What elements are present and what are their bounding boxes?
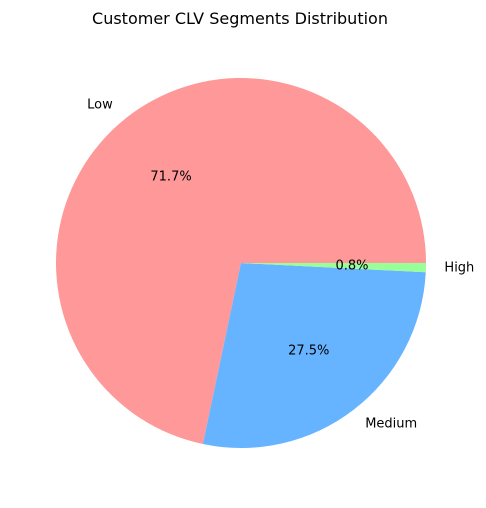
pct-label-high: 0.8%	[335, 258, 368, 273]
pie-slice-medium	[202, 263, 426, 448]
pct-label-low: 71.7%	[150, 169, 191, 184]
pct-label-medium: 27.5%	[288, 343, 329, 358]
chart-title: Customer CLV Segments Distribution	[92, 9, 388, 28]
slice-label-medium: Medium	[365, 417, 417, 432]
slice-label-high: High	[444, 261, 474, 276]
pie-slices	[55, 77, 426, 448]
slice-label-low: Low	[87, 97, 113, 112]
pie-slice-low	[55, 77, 426, 445]
pie-slice-high	[241, 263, 426, 273]
pie-labels: Low 71.7% Medium 27.5% High 0.8%	[87, 97, 474, 431]
